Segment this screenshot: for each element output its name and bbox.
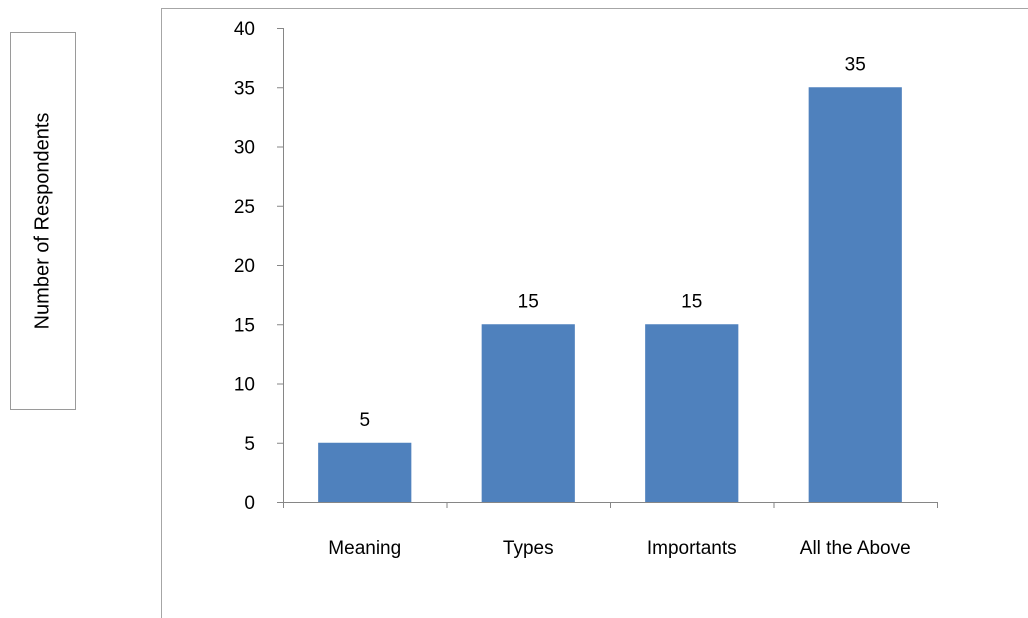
y-tick-label-0: 0 bbox=[244, 493, 255, 514]
y-tick-label-10: 10 bbox=[234, 375, 255, 396]
y-tick-label-20: 20 bbox=[234, 256, 255, 277]
y-axis-label-box: Number of Respondents bbox=[10, 32, 76, 410]
bar-all-the-above bbox=[808, 87, 902, 502]
bar-meaning bbox=[318, 442, 412, 502]
data-label-meaning: 5 bbox=[359, 410, 370, 431]
labels-layer: 5 Meaning 15 Types 15 Importants 35 All the Abo… bbox=[234, 19, 911, 559]
y-tick-label-30: 30 bbox=[234, 138, 255, 159]
x-tick-label-types: Types bbox=[503, 538, 554, 559]
y-tick-label-25: 25 bbox=[234, 197, 255, 218]
data-label-all-the-above: 35 bbox=[845, 54, 866, 75]
y-tick-label-40: 40 bbox=[234, 19, 255, 40]
y-tick-label-5: 5 bbox=[244, 434, 255, 455]
x-tick-label-meaning: Meaning bbox=[328, 538, 401, 559]
data-label-types: 15 bbox=[518, 291, 539, 312]
y-tick-label-35: 35 bbox=[234, 78, 255, 99]
bar-importants bbox=[645, 324, 739, 502]
x-tick-label-all-the-above: All the Above bbox=[800, 538, 911, 559]
bar-types bbox=[481, 324, 575, 502]
axes-layer bbox=[277, 28, 938, 508]
data-label-importants: 15 bbox=[681, 291, 702, 312]
bars-layer bbox=[318, 87, 902, 502]
y-tick-label-15: 15 bbox=[234, 315, 255, 336]
x-tick-label-importants: Importants bbox=[647, 538, 737, 559]
